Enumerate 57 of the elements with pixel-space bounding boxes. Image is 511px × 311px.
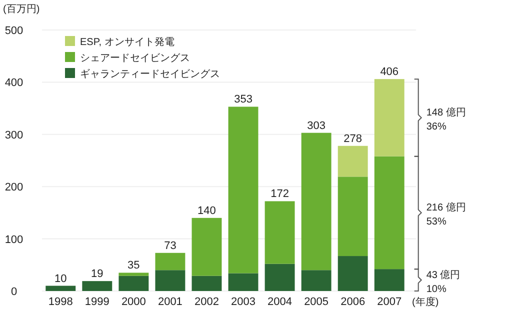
bar bbox=[338, 256, 368, 291]
y-tick-label: 0 bbox=[10, 286, 18, 298]
bar bbox=[374, 156, 404, 270]
bar bbox=[338, 146, 368, 177]
x-tick-label: 2005 bbox=[304, 296, 329, 308]
text: 36% bbox=[426, 122, 446, 133]
total-label: 278 bbox=[344, 132, 362, 145]
text: 43 億円 bbox=[426, 269, 460, 282]
x-tick-label: 2002 bbox=[194, 296, 219, 308]
bar bbox=[338, 176, 368, 256]
legend-label: ESP, オンサイト発電 bbox=[80, 37, 174, 48]
bar bbox=[118, 272, 149, 276]
legend-label: ギャランティードセイビングス bbox=[80, 68, 220, 80]
bar bbox=[46, 286, 76, 291]
x-axis-title: (年度) bbox=[412, 296, 439, 308]
bar bbox=[228, 106, 258, 274]
bar bbox=[228, 273, 258, 291]
x-tick-label: 2006 bbox=[340, 296, 366, 308]
x-tick-label: 2000 bbox=[121, 296, 146, 308]
bar bbox=[192, 276, 222, 291]
x-tick-label: 1998 bbox=[48, 296, 73, 308]
x-tick-label: 2003 bbox=[231, 296, 256, 308]
total-label: 19 bbox=[91, 268, 104, 280]
text: 10% bbox=[426, 284, 446, 296]
y-tick-label: 500 bbox=[4, 25, 24, 37]
total-label: 172 bbox=[270, 188, 289, 200]
bar bbox=[192, 218, 222, 276]
total-label: 10 bbox=[54, 272, 67, 285]
bar bbox=[264, 264, 295, 291]
bar bbox=[374, 79, 404, 156]
y-tick-label: 200 bbox=[4, 182, 24, 194]
total-label: 303 bbox=[307, 120, 326, 132]
x-tick-label: 1999 bbox=[84, 296, 110, 308]
total-label: 35 bbox=[128, 260, 140, 272]
x-tick-label: 2001 bbox=[158, 296, 182, 308]
bar bbox=[264, 201, 295, 264]
bar bbox=[155, 252, 186, 270]
total-label: 140 bbox=[198, 204, 216, 217]
y-tick-label: 400 bbox=[4, 77, 24, 90]
y-tick-label: 300 bbox=[4, 129, 24, 142]
text: 53% bbox=[426, 216, 446, 228]
bar bbox=[118, 276, 149, 291]
y-tick-label: 100 bbox=[4, 234, 24, 246]
y-axis-title: (百万円) bbox=[3, 4, 40, 15]
bar bbox=[301, 132, 332, 270]
bar bbox=[301, 270, 332, 291]
x-tick-label: 2004 bbox=[268, 296, 292, 308]
total-label: 406 bbox=[380, 66, 399, 78]
bar bbox=[82, 281, 112, 291]
total-label: 73 bbox=[164, 240, 176, 252]
x-tick-label: 2007 bbox=[377, 296, 402, 308]
text: 216 億円 bbox=[426, 202, 466, 214]
bar bbox=[155, 270, 186, 291]
bar bbox=[374, 269, 404, 291]
text: 148 億円 bbox=[426, 106, 466, 119]
legend-label: シェアードセイビングス bbox=[80, 53, 190, 64]
total-label: 353 bbox=[234, 94, 252, 106]
